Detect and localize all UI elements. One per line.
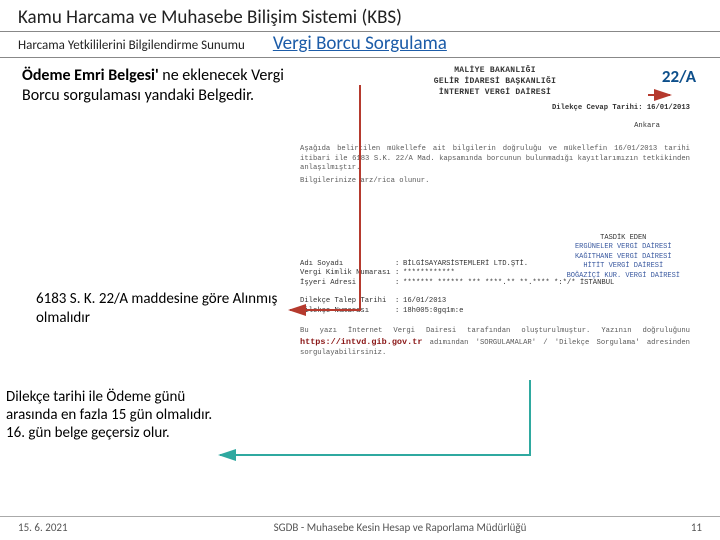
doc-field-dn: Dilekçe Numarası:18h005:0gq1m:e — [300, 307, 690, 317]
subtitle-left: Harcama Yetkililerini Bilgilendirme Sunu… — [18, 38, 245, 53]
page-title: Kamu Harcama ve Muhasebe Bilişim Sistemi… — [18, 6, 702, 29]
slide-footer: 15. 6. 2021 SGDB - Muhasebe Kesin Hesap … — [0, 516, 720, 540]
doc-h2: GELİR İDARESİ BAŞKANLIĞI — [300, 77, 690, 88]
doc-para2: Bilgilerinize arz/rica olunur. — [300, 177, 690, 187]
doc-h1: MALİYE BAKANLIĞI — [300, 66, 690, 77]
subtitle-right: Vergi Borcu Sorgulama — [273, 32, 447, 55]
note-3: Dilekçe tarihi ile Ödeme günü arasında e… — [6, 388, 216, 442]
doc-city: Ankara — [300, 122, 690, 132]
note-1-bold: Ödeme Emri Belgesi' — [22, 66, 159, 85]
doc-para1: Aşağıda belirtilen mükellefe ait bilgile… — [300, 145, 690, 174]
footer-date: 15. 6. 2021 — [18, 521, 138, 534]
doc-link: https://intvd.gib.gov.tr — [300, 337, 422, 347]
footer-page: 11 — [662, 521, 702, 534]
doc-signature: TASDİK EDEN ERGÜNELER VERGİ DAİRESİ KAĞI… — [567, 234, 680, 281]
note-1: Ödeme Emri Belgesi' ne eklenecek Vergi B… — [22, 66, 302, 106]
footer-center: SGDB - Muhasebe Kesin Hesap ve Raporlama… — [138, 521, 662, 534]
doc-h3: İNTERNET VERGİ DAİRESİ — [300, 88, 690, 99]
doc-footnote: Bu yazı İnternet Vergi Dairesi tarafında… — [300, 327, 690, 358]
doc-date: Dilekçe Cevap Tarihi: 16/01/2013 — [300, 104, 690, 114]
embedded-document: MALİYE BAKANLIĞI GELİR İDARESİ BAŞKANLIĞ… — [300, 66, 690, 476]
doc-field-dt: Dilekçe Talep Tarihi:16/01/2013 — [300, 297, 690, 307]
note-2: 6183 S. K. 22/A maddesine göre Alınmış o… — [36, 290, 286, 328]
